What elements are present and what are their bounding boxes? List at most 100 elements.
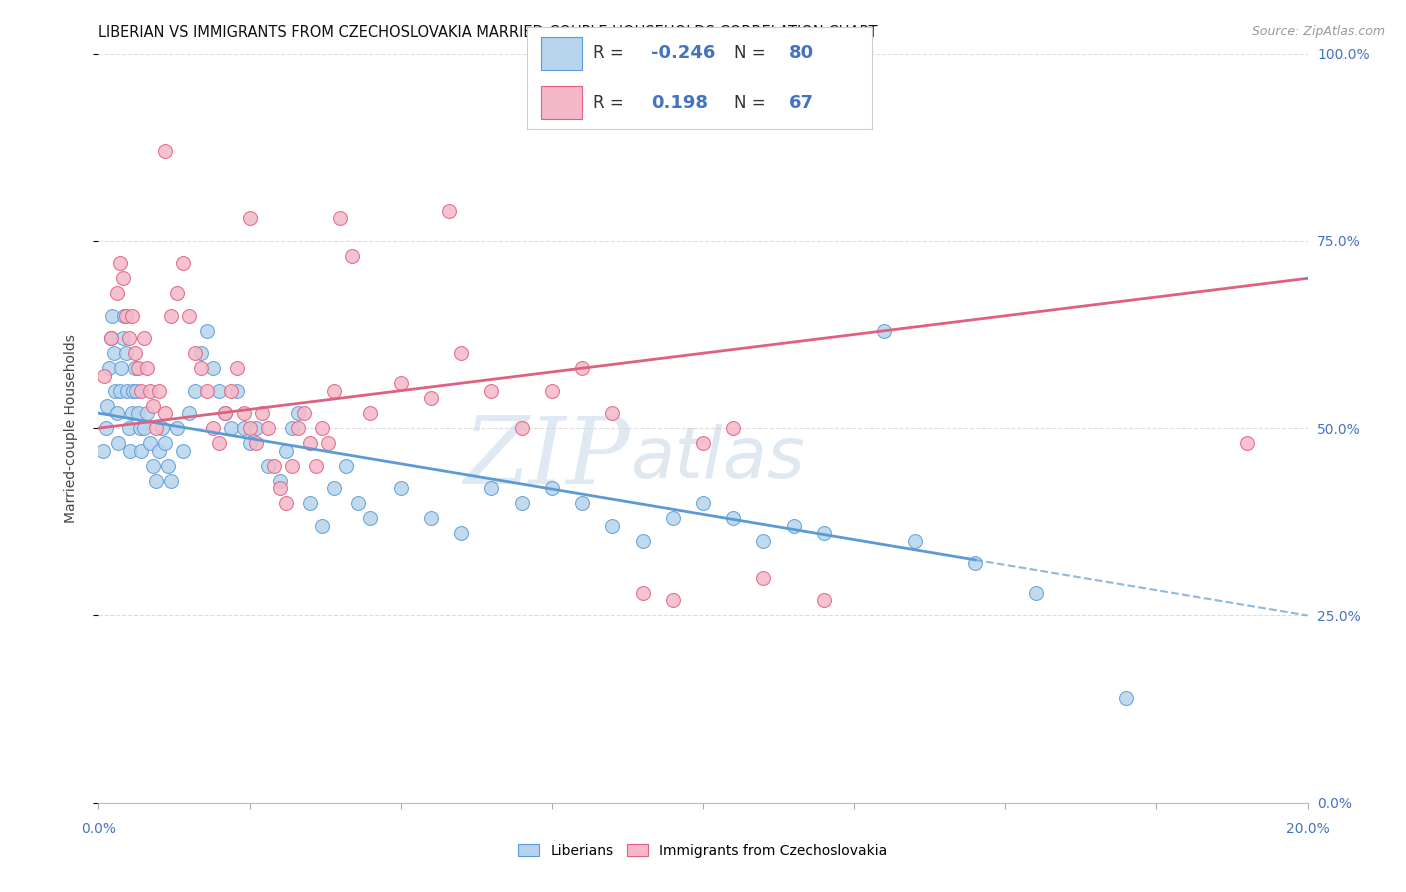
Point bbox=[752, 571, 775, 585]
Point bbox=[208, 436, 231, 450]
Point bbox=[125, 384, 148, 398]
Point bbox=[481, 384, 503, 398]
Point bbox=[100, 309, 122, 323]
Point bbox=[813, 593, 835, 607]
Point bbox=[153, 144, 176, 158]
Text: Source: ZipAtlas.com: Source: ZipAtlas.com bbox=[1251, 25, 1385, 38]
Point bbox=[128, 421, 150, 435]
Point bbox=[172, 443, 194, 458]
Point bbox=[299, 496, 322, 510]
Bar bbox=[541, 87, 582, 119]
Point bbox=[239, 421, 262, 435]
Point bbox=[631, 586, 654, 600]
Text: -0.246: -0.246 bbox=[651, 45, 716, 62]
Point bbox=[661, 511, 683, 525]
Point bbox=[221, 384, 243, 398]
Point bbox=[96, 399, 118, 413]
Point bbox=[195, 384, 218, 398]
Point bbox=[100, 331, 122, 345]
Point bbox=[287, 406, 309, 420]
Point bbox=[190, 361, 212, 376]
Point bbox=[263, 458, 285, 473]
Point bbox=[124, 346, 146, 360]
Point bbox=[214, 406, 236, 420]
Text: 80: 80 bbox=[789, 45, 814, 62]
Point bbox=[135, 406, 157, 420]
Point bbox=[292, 406, 315, 420]
Legend: Liberians, Immigrants from Czechoslovakia: Liberians, Immigrants from Czechoslovaki… bbox=[513, 838, 893, 863]
Point bbox=[100, 331, 122, 345]
Point bbox=[450, 346, 472, 360]
Text: 20.0%: 20.0% bbox=[1285, 822, 1330, 837]
Point bbox=[904, 533, 927, 548]
Point bbox=[269, 481, 291, 495]
Point bbox=[1024, 586, 1046, 600]
Point bbox=[124, 361, 146, 376]
Point bbox=[813, 526, 835, 541]
Point bbox=[360, 511, 382, 525]
Point bbox=[692, 496, 714, 510]
Point bbox=[111, 331, 134, 345]
Point bbox=[107, 436, 129, 450]
Point bbox=[214, 406, 236, 420]
Point bbox=[148, 384, 170, 398]
Point bbox=[179, 309, 201, 323]
Point bbox=[1115, 690, 1137, 705]
Point bbox=[190, 346, 212, 360]
Point bbox=[111, 271, 134, 285]
Point bbox=[602, 406, 624, 420]
Point bbox=[132, 331, 155, 345]
Point bbox=[104, 384, 127, 398]
Point bbox=[299, 436, 322, 450]
Point bbox=[287, 421, 309, 435]
Point bbox=[316, 436, 339, 450]
Point bbox=[195, 324, 218, 338]
Point bbox=[602, 518, 624, 533]
Point bbox=[752, 533, 775, 548]
Point bbox=[481, 481, 503, 495]
Point bbox=[117, 384, 139, 398]
Point bbox=[184, 384, 207, 398]
Point bbox=[129, 443, 152, 458]
Point bbox=[184, 346, 207, 360]
Text: LIBERIAN VS IMMIGRANTS FROM CZECHOSLOVAKIA MARRIED-COUPLE HOUSEHOLDS CORRELATION: LIBERIAN VS IMMIGRANTS FROM CZECHOSLOVAK… bbox=[98, 25, 877, 40]
Point bbox=[389, 376, 412, 391]
Point bbox=[226, 361, 249, 376]
Point bbox=[389, 481, 412, 495]
Point bbox=[118, 421, 141, 435]
Point bbox=[965, 556, 987, 570]
Point bbox=[274, 443, 297, 458]
Point bbox=[437, 203, 460, 218]
Point bbox=[129, 384, 152, 398]
Point bbox=[631, 533, 654, 548]
Text: R =: R = bbox=[593, 45, 623, 62]
Point bbox=[142, 399, 165, 413]
Point bbox=[274, 496, 297, 510]
Point bbox=[232, 406, 254, 420]
Text: 0.198: 0.198 bbox=[651, 94, 709, 112]
Point bbox=[311, 421, 333, 435]
Point bbox=[105, 286, 128, 301]
Point bbox=[269, 474, 291, 488]
Text: 67: 67 bbox=[789, 94, 814, 112]
Point bbox=[145, 421, 167, 435]
Text: 0.0%: 0.0% bbox=[82, 822, 115, 837]
Point bbox=[540, 384, 562, 398]
Point bbox=[221, 421, 243, 435]
Point bbox=[323, 384, 346, 398]
Point bbox=[256, 458, 278, 473]
Point bbox=[118, 331, 141, 345]
Point bbox=[135, 361, 157, 376]
Point bbox=[160, 309, 183, 323]
Point bbox=[150, 421, 173, 435]
Text: N =: N = bbox=[734, 94, 765, 112]
Point bbox=[114, 346, 136, 360]
Text: atlas: atlas bbox=[630, 424, 806, 492]
Point bbox=[98, 361, 121, 376]
Point bbox=[723, 511, 745, 525]
Point bbox=[510, 496, 533, 510]
Point bbox=[420, 391, 443, 405]
Text: N =: N = bbox=[734, 45, 765, 62]
Point bbox=[208, 384, 231, 398]
Point bbox=[105, 406, 128, 420]
